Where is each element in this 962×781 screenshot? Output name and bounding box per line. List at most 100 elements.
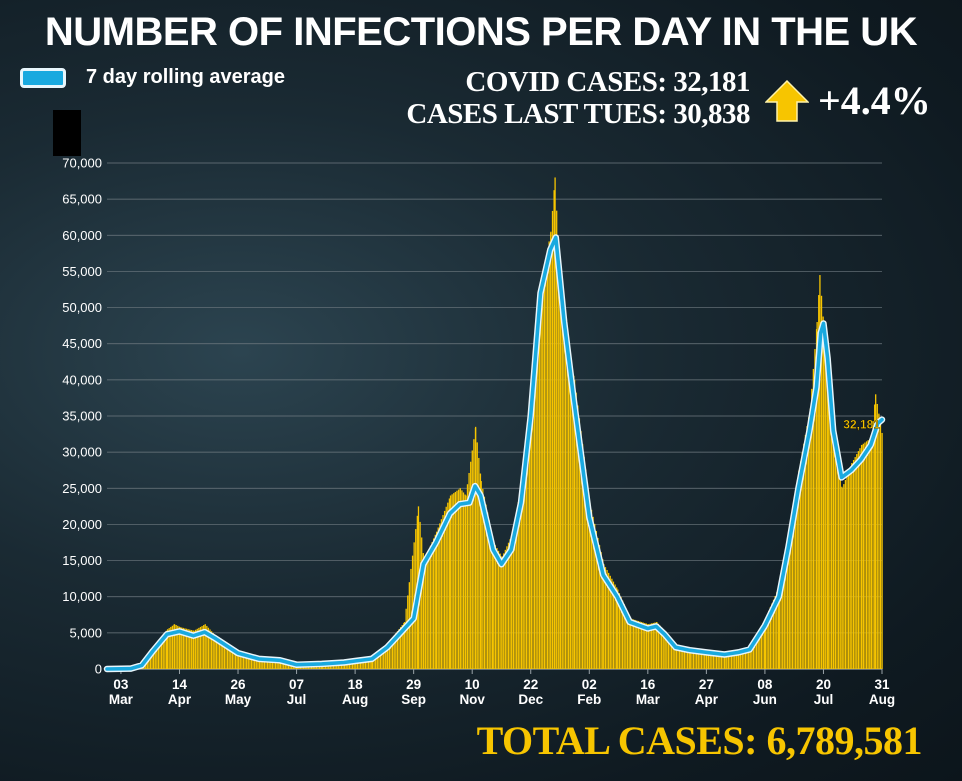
daily-bar (669, 637, 671, 669)
daily-bar (398, 629, 400, 669)
daily-bar (839, 479, 841, 669)
daily-bar (609, 575, 611, 669)
daily-bar (867, 440, 869, 669)
daily-bar (501, 556, 503, 669)
y-tick-label: 0 (95, 662, 102, 677)
daily-bar (762, 622, 764, 669)
daily-bar (790, 521, 792, 669)
daily-bar (660, 627, 663, 669)
daily-bar (173, 624, 176, 669)
daily-bar (366, 658, 368, 669)
x-tick-day: 14 (172, 677, 188, 692)
daily-bar (449, 495, 452, 669)
daily-bar (717, 652, 719, 669)
daily-bar (254, 656, 256, 669)
x-tick-month: Aug (342, 692, 368, 707)
daily-bar (801, 452, 803, 669)
daily-bar (442, 515, 444, 669)
x-tick-day: 18 (348, 677, 364, 692)
daily-bar (804, 434, 807, 669)
daily-bar (493, 542, 495, 669)
daily-bar (274, 659, 277, 669)
x-tick-month: Mar (109, 692, 134, 707)
daily-bar (620, 596, 622, 669)
daily-bar (796, 481, 798, 669)
stats-block: COVID CASES: 32,181 CASES LAST TUES: 30,… (406, 66, 750, 130)
daily-bar (217, 637, 219, 669)
daily-bar (265, 658, 267, 669)
daily-bar (755, 634, 758, 669)
daily-bar (206, 625, 208, 669)
daily-bar (639, 621, 641, 669)
daily-bar (390, 639, 392, 669)
daily-bar (483, 496, 486, 669)
daily-bar (746, 647, 748, 669)
daily-bar (602, 559, 604, 669)
daily-bar (711, 651, 713, 669)
daily-bar (583, 456, 585, 669)
daily-bar (434, 534, 436, 669)
daily-bar (707, 651, 710, 669)
daily-bar (798, 470, 800, 669)
daily-bar (281, 660, 283, 669)
x-tick-day: 27 (699, 677, 714, 692)
daily-bar (506, 546, 508, 669)
x-tick-month: Dec (518, 692, 543, 707)
daily-bar (783, 559, 785, 669)
y-tick-label: 45,000 (62, 336, 102, 351)
x-tick-month: Jul (287, 692, 307, 707)
x-tick-day: 29 (406, 677, 421, 692)
daily-bar (818, 295, 820, 669)
daily-bar (514, 518, 516, 669)
daily-bar (852, 460, 855, 669)
daily-bar (566, 337, 568, 669)
daily-bar (490, 528, 492, 669)
daily-bar (672, 641, 674, 669)
daily-bar (279, 659, 282, 669)
daily-bar (598, 545, 601, 669)
daily-bar (611, 578, 613, 669)
daily-bar (425, 556, 427, 669)
daily-bar (482, 488, 484, 669)
daily-bar (729, 652, 731, 669)
daily-bar (466, 484, 469, 669)
daily-bar (612, 581, 615, 669)
y-tick-label: 50,000 (62, 300, 102, 315)
daily-bar (401, 625, 403, 669)
daily-bar (772, 599, 775, 669)
daily-bar (497, 550, 500, 669)
daily-bar (748, 646, 750, 669)
daily-bar (722, 652, 724, 669)
daily-bar (667, 635, 670, 669)
daily-bar (177, 625, 179, 669)
daily-bar (364, 658, 367, 669)
x-tick-day: 03 (113, 677, 129, 692)
daily-bar (369, 657, 371, 669)
up-arrow-icon (765, 80, 809, 122)
daily-bar (351, 660, 354, 669)
daily-bar (470, 461, 472, 669)
daily-bar (743, 648, 745, 669)
daily-bar (651, 623, 653, 669)
daily-bar (428, 549, 430, 669)
daily-bar (431, 542, 433, 669)
daily-bar (454, 491, 456, 669)
daily-bar (829, 395, 831, 669)
daily-bar (170, 626, 172, 669)
daily-bar (875, 394, 877, 669)
daily-bar (361, 659, 363, 669)
daily-bar (843, 484, 845, 669)
daily-bar (573, 375, 575, 669)
daily-bar (608, 572, 610, 669)
daily-bar (503, 553, 505, 669)
daily-bar (826, 362, 828, 669)
daily-bar (834, 459, 837, 669)
daily-bar (841, 488, 843, 669)
daily-bar (870, 437, 873, 669)
y-tick-label: 40,000 (62, 372, 102, 387)
daily-bar (682, 646, 684, 669)
daily-bar (507, 542, 510, 669)
daily-bar (649, 623, 651, 669)
daily-bar (657, 623, 660, 669)
x-tick-day: 20 (816, 677, 831, 692)
